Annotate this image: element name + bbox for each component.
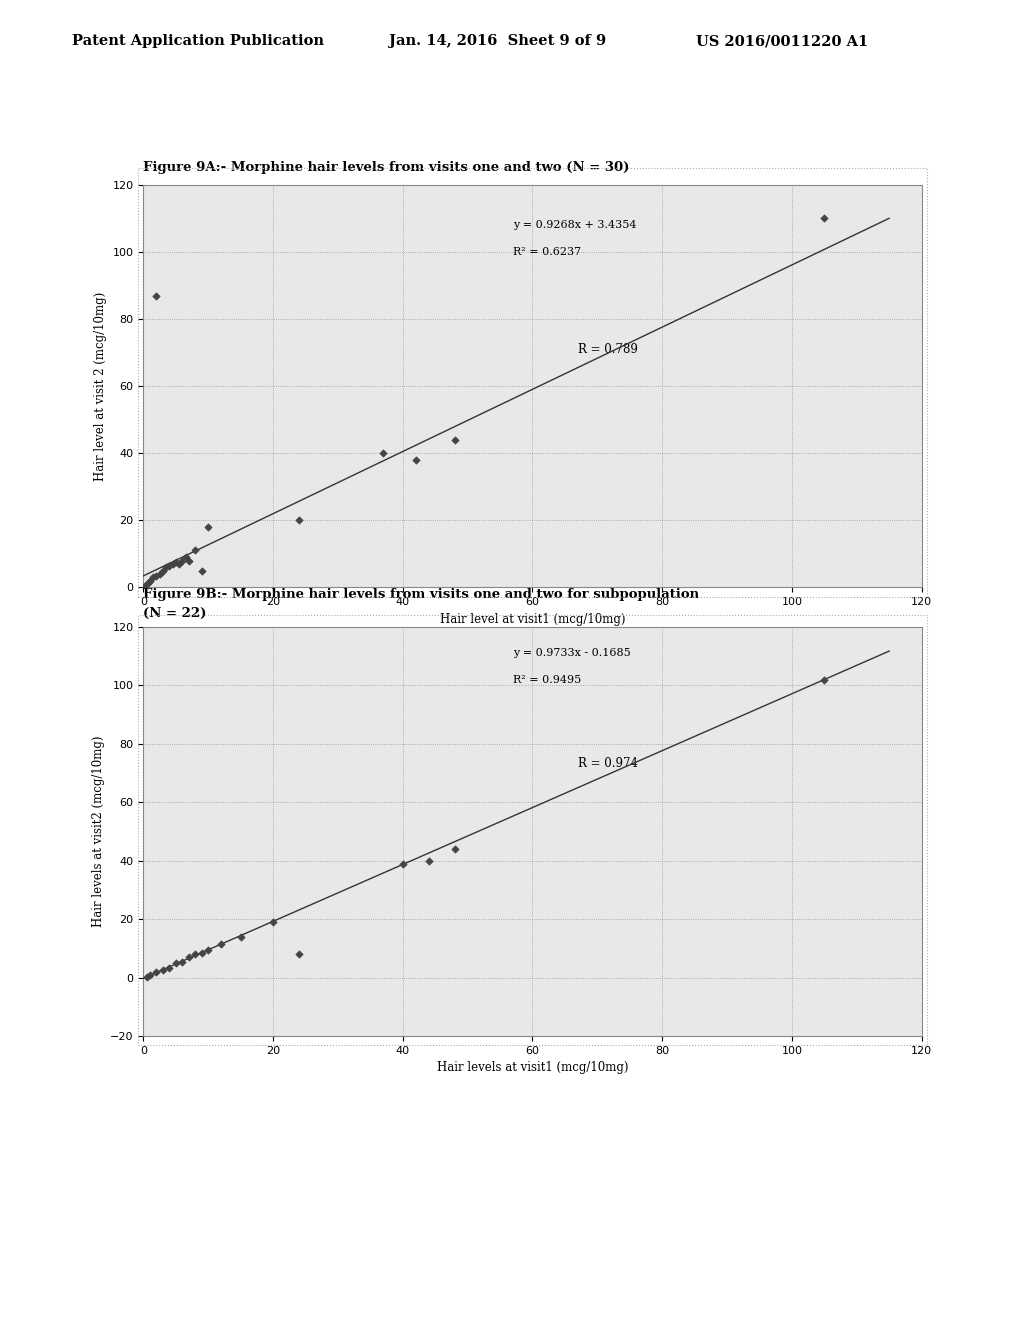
Point — [200, 940, 216, 961]
Text: y = 0.9268x + 3.4354: y = 0.9268x + 3.4354 — [513, 220, 637, 231]
Point — [171, 553, 187, 574]
Point — [375, 442, 391, 463]
Text: y = 0.9733x - 0.1685: y = 0.9733x - 0.1685 — [513, 648, 631, 659]
Text: (N = 22): (N = 22) — [143, 607, 207, 620]
Point — [408, 449, 424, 470]
Point — [148, 962, 165, 983]
Point — [141, 965, 158, 986]
Point — [138, 966, 155, 987]
Point — [177, 546, 194, 568]
Text: Jan. 14, 2016  Sheet 9 of 9: Jan. 14, 2016 Sheet 9 of 9 — [389, 34, 606, 49]
Point — [187, 944, 204, 965]
X-axis label: Hair level at visit1 (mcg/10mg): Hair level at visit1 (mcg/10mg) — [439, 612, 626, 626]
Point — [137, 576, 154, 597]
Point — [174, 550, 190, 572]
Point — [446, 838, 463, 859]
Point — [168, 552, 184, 573]
Point — [394, 853, 411, 874]
Point — [187, 540, 204, 561]
Point — [145, 566, 162, 587]
Point — [291, 944, 307, 965]
Point — [155, 560, 171, 581]
Text: R = 0.789: R = 0.789 — [578, 343, 638, 355]
Text: Figure 9B:- Morphine hair levels from visits one and two for subpopulation: Figure 9B:- Morphine hair levels from vi… — [143, 587, 699, 601]
Point — [148, 285, 165, 306]
Point — [816, 207, 833, 228]
Y-axis label: Hair levels at visit2 (mcg/10mg): Hair levels at visit2 (mcg/10mg) — [91, 735, 104, 928]
Point — [158, 557, 174, 578]
Text: Patent Application Publication: Patent Application Publication — [72, 34, 324, 49]
Point — [141, 570, 158, 591]
Point — [161, 957, 177, 978]
Text: R² = 0.9495: R² = 0.9495 — [513, 675, 582, 685]
Text: US 2016/0011220 A1: US 2016/0011220 A1 — [696, 34, 868, 49]
Point — [291, 510, 307, 531]
Point — [200, 516, 216, 537]
Point — [194, 560, 210, 581]
Point — [168, 953, 184, 974]
Point — [164, 553, 181, 574]
Point — [138, 573, 155, 594]
Point — [180, 550, 197, 572]
Point — [213, 933, 229, 954]
Point — [161, 554, 177, 576]
Point — [232, 927, 249, 948]
Text: R = 0.974: R = 0.974 — [578, 758, 638, 771]
Point — [816, 669, 833, 690]
Point — [446, 429, 463, 450]
Point — [155, 960, 171, 981]
Point — [265, 912, 282, 933]
Point — [140, 572, 157, 593]
Point — [148, 565, 165, 586]
Y-axis label: Hair level at visit 2 (mcg/10mg): Hair level at visit 2 (mcg/10mg) — [94, 292, 106, 480]
Point — [421, 850, 437, 871]
Point — [174, 952, 190, 973]
Text: Figure 9A:- Morphine hair levels from visits one and two (N = 30): Figure 9A:- Morphine hair levels from vi… — [143, 161, 630, 174]
X-axis label: Hair levels at visit1 (mcg/10mg): Hair levels at visit1 (mcg/10mg) — [436, 1061, 629, 1074]
Point — [152, 564, 168, 585]
Point — [194, 942, 210, 964]
Text: R² = 0.6237: R² = 0.6237 — [513, 247, 582, 257]
Point — [180, 946, 197, 968]
